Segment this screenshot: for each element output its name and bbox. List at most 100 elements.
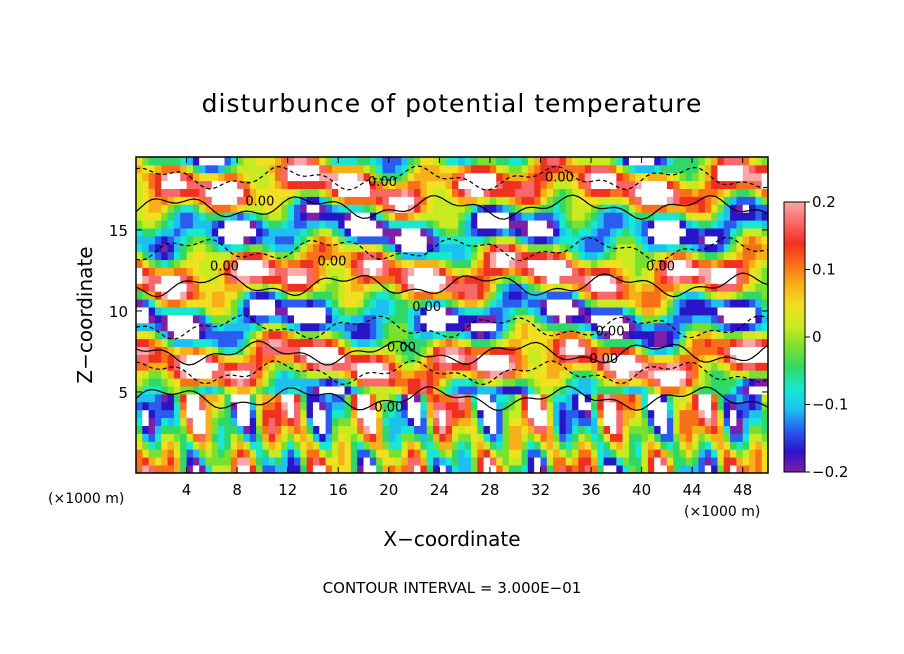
heatmap-cell [173,449,181,458]
heatmap-cell [331,180,339,189]
heatmap-cell [268,220,276,229]
heatmap-cell [717,243,725,253]
heatmap-cell [136,243,143,253]
heatmap-cell [711,180,718,189]
heatmap-cell [319,457,326,466]
heatmap-cell [376,433,383,442]
heatmap-cell [452,228,459,237]
heatmap-cell [275,180,282,189]
heatmap-cell [730,346,737,355]
heatmap-cell [458,251,466,261]
heatmap-cell [477,212,484,221]
heatmap-cell [230,188,238,197]
heatmap-cell [350,386,358,395]
heatmap-cell [350,441,358,450]
heatmap-cell [287,401,295,411]
heatmap-cell [692,354,699,363]
heatmap-cell [275,449,282,458]
heatmap-cell [407,180,415,189]
heatmap-cell [553,299,560,308]
heatmap-cell [426,283,434,292]
heatmap-cell [256,315,263,324]
heatmap-cell [294,172,301,182]
heatmap-cell [382,378,390,387]
heatmap-cell [357,362,364,371]
heatmap-cell [192,259,200,268]
heatmap-cell [452,378,459,387]
heatmap-cell [489,180,497,189]
heatmap-cell [312,354,320,363]
heatmap-cell [692,228,699,237]
heatmap-cell [610,299,617,308]
heatmap-cell [647,378,655,387]
heatmap-cell [515,378,522,387]
heatmap-cell [445,172,453,182]
heatmap-cell [489,449,497,458]
heatmap-cell [534,259,541,268]
heatmap-cell [698,275,706,284]
heatmap-cell [186,433,194,442]
heatmap-cell [395,291,402,300]
heatmap-cell [578,251,586,261]
heatmap-cell [647,338,655,347]
heatmap-cell [256,409,263,419]
heatmap-cell [717,157,725,166]
heatmap-cell [628,386,636,395]
heatmap-cell [749,409,756,419]
heatmap-cell [647,441,655,450]
heatmap-cell [496,157,503,166]
heatmap-cell [199,315,206,324]
heatmap-cell [521,291,529,300]
heatmap-cell [426,299,434,308]
heatmap-cell [477,251,484,261]
heatmap-cell [249,433,257,442]
heatmap-cell [249,449,257,458]
heatmap-cell [496,449,503,458]
heatmap-cell [218,441,225,450]
heatmap-cell [723,307,731,316]
heatmap-cell [540,228,548,237]
heatmap-cell [470,433,478,442]
heatmap-cell [249,180,257,189]
heatmap-cell [319,370,326,379]
heatmap-cell [167,157,175,166]
heatmap-cell [572,417,579,426]
heatmap-cell [357,354,364,363]
heatmap-cell [319,157,326,166]
heatmap-cell [294,283,301,292]
heatmap-cell [692,180,699,189]
heatmap-cell [256,196,263,205]
heatmap-cell [173,243,181,253]
heatmap-cell [331,307,339,316]
heatmap-cell [527,441,535,450]
heatmap-cell [306,188,314,197]
heatmap-cell [445,204,453,213]
heatmap-cell [534,275,541,284]
heatmap-cell [205,457,213,466]
heatmap-cell [578,322,586,332]
heatmap-cell [730,425,737,434]
heatmap-cell [698,449,706,458]
heatmap-cell [192,449,200,458]
heatmap-cell [616,338,624,347]
heatmap-cell [154,157,162,166]
heatmap-cell [679,299,687,308]
heatmap-cell [407,417,415,426]
heatmap-cell [546,228,554,237]
heatmap-cell [521,465,529,473]
heatmap-cell [426,157,434,166]
heatmap-cell [597,299,605,308]
heatmap-cell [154,362,162,371]
heatmap-cell [730,322,737,332]
heatmap-cell [325,338,333,347]
heatmap-cell [249,307,257,316]
heatmap-cell [616,362,624,371]
heatmap-cell [331,433,339,442]
heatmap-cell [458,164,466,174]
heatmap-cell [294,212,301,221]
heatmap-cell [679,236,687,245]
heatmap-cell [515,228,522,237]
heatmap-cell [527,330,535,340]
heatmap-cell [584,259,592,268]
heatmap-cell [192,322,200,332]
